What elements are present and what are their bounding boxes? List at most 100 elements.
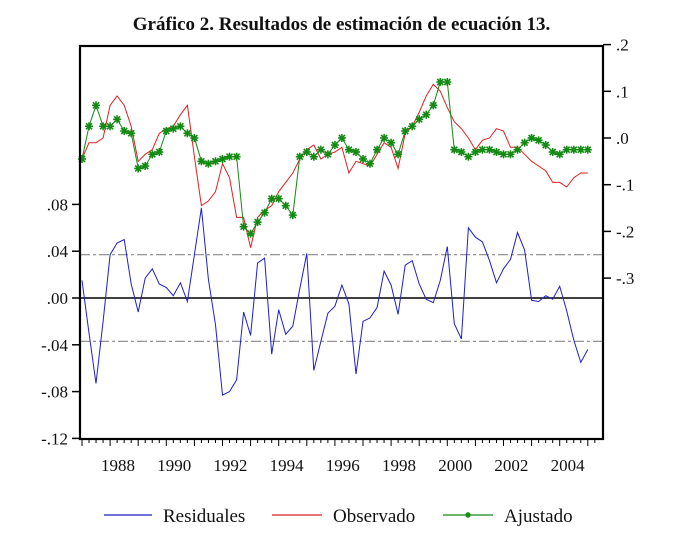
x-tick-label: 1998 <box>382 456 416 475</box>
data-point-ajustado <box>520 138 529 147</box>
data-point-ajustado <box>260 208 269 217</box>
x-tick-label: 2004 <box>551 456 586 475</box>
data-point-ajustado <box>218 155 227 163</box>
series-layer <box>78 78 592 396</box>
data-point-ajustado <box>562 145 571 154</box>
x-tick-label: 1996 <box>326 456 360 475</box>
right-tick-label: .1 <box>616 82 629 101</box>
data-point-ajustado <box>330 141 339 149</box>
data-point-ajustado <box>464 152 473 161</box>
data-point-ajustado <box>267 194 276 203</box>
data-point-ajustado <box>197 157 206 166</box>
data-point-ajustado <box>576 145 585 154</box>
legend-item-observado: Observado <box>272 506 415 527</box>
right-tick-label: -.1 <box>616 176 634 195</box>
reference-lines <box>80 254 603 342</box>
series-residuales <box>81 207 589 396</box>
data-point-ajustado <box>106 122 115 131</box>
series-line-observado <box>81 83 588 248</box>
data-point-ajustado <box>401 127 410 135</box>
series-ajustado <box>78 78 592 238</box>
data-point-ajustado <box>506 150 515 159</box>
legend-label: Ajustado <box>504 506 573 527</box>
data-point-ajustado <box>190 134 199 142</box>
plot-frame <box>78 44 605 441</box>
x-tick-label: 1990 <box>157 456 191 475</box>
data-point-ajustado <box>162 127 171 135</box>
left-axis: .08 .04 .00 -.04 -.08 -.12 <box>41 195 80 448</box>
data-point-ajustado <box>302 148 311 156</box>
data-point-ajustado <box>253 218 262 227</box>
legend-label: Observado <box>333 506 415 527</box>
x-tick-label: 2000 <box>438 456 472 475</box>
data-point-ajustado <box>148 150 157 159</box>
data-point-ajustado <box>127 129 136 138</box>
legend-label: Residuales <box>163 506 245 527</box>
data-point-ajustado <box>457 148 466 156</box>
data-point-ajustado <box>359 155 367 163</box>
series-line-ajustado <box>81 81 588 235</box>
data-point-ajustado <box>352 148 360 156</box>
data-point-ajustado <box>316 145 325 154</box>
data-point-ajustado <box>99 122 108 131</box>
series-line-residuales <box>81 207 589 396</box>
data-point-ajustado <box>555 150 564 159</box>
data-point-ajustado <box>387 138 396 147</box>
left-tick-label: -.08 <box>41 383 68 402</box>
data-point-ajustado <box>274 194 283 203</box>
data-point-ajustado <box>541 141 550 149</box>
data-point-ajustado <box>569 145 578 154</box>
data-point-ajustado <box>155 148 164 156</box>
data-point-ajustado <box>239 222 248 231</box>
data-point-ajustado <box>232 152 241 161</box>
legend-star-marker <box>465 512 471 518</box>
x-axis: 1988 1990 1992 1994 1996 1998 2000 2002 2004 <box>81 439 596 475</box>
data-point-ajustado <box>113 115 122 124</box>
data-point-ajustado <box>85 122 93 131</box>
data-point-ajustado <box>429 101 438 110</box>
data-point-ajustado <box>211 157 220 166</box>
data-point-ajustado <box>492 148 501 156</box>
data-point-ajustado <box>337 134 346 142</box>
data-point-ajustado <box>120 127 129 135</box>
data-point-ajustado <box>169 124 178 133</box>
right-tick-label: -.2 <box>616 222 634 241</box>
data-point-ajustado <box>422 110 431 119</box>
data-point-ajustado <box>373 145 382 154</box>
data-point-ajustado <box>204 159 213 168</box>
data-point-ajustado <box>527 134 536 142</box>
data-point-ajustado <box>134 164 143 173</box>
data-point-ajustado <box>366 159 374 168</box>
data-point-ajustado <box>450 145 459 154</box>
left-tick-label: .00 <box>47 289 68 308</box>
x-tick-label: 1988 <box>101 456 135 475</box>
data-point-ajustado <box>141 162 150 170</box>
data-point-ajustado <box>513 145 522 154</box>
legend-item-residuales: Residuales <box>104 506 245 527</box>
data-point-ajustado <box>295 152 304 161</box>
left-tick-label: -.04 <box>41 336 68 355</box>
data-point-ajustado <box>246 229 255 238</box>
x-tick-label: 1992 <box>213 456 247 475</box>
data-point-ajustado <box>548 148 557 156</box>
data-point-ajustado <box>471 148 480 156</box>
data-point-ajustado <box>408 122 417 131</box>
data-point-ajustado <box>583 145 592 154</box>
right-axis: .2 .1 .0 -.1 -.2 -.3 <box>603 36 634 288</box>
data-point-ajustado <box>225 152 234 161</box>
series-observado <box>81 83 588 248</box>
x-tick-label: 1994 <box>270 456 305 475</box>
data-point-ajustado <box>415 115 424 124</box>
data-point-ajustado <box>288 211 297 220</box>
data-point-ajustado <box>323 150 332 159</box>
data-point-ajustado <box>344 145 353 154</box>
data-point-ajustado <box>281 201 290 210</box>
data-point-ajustado <box>499 150 508 159</box>
data-point-ajustado <box>478 145 487 154</box>
x-tick-label: 2002 <box>494 456 528 475</box>
data-point-ajustado <box>92 101 100 110</box>
data-point-ajustado <box>443 78 452 86</box>
left-tick-label: .08 <box>47 195 68 214</box>
legend-item-ajustado: Ajustado <box>443 506 573 527</box>
